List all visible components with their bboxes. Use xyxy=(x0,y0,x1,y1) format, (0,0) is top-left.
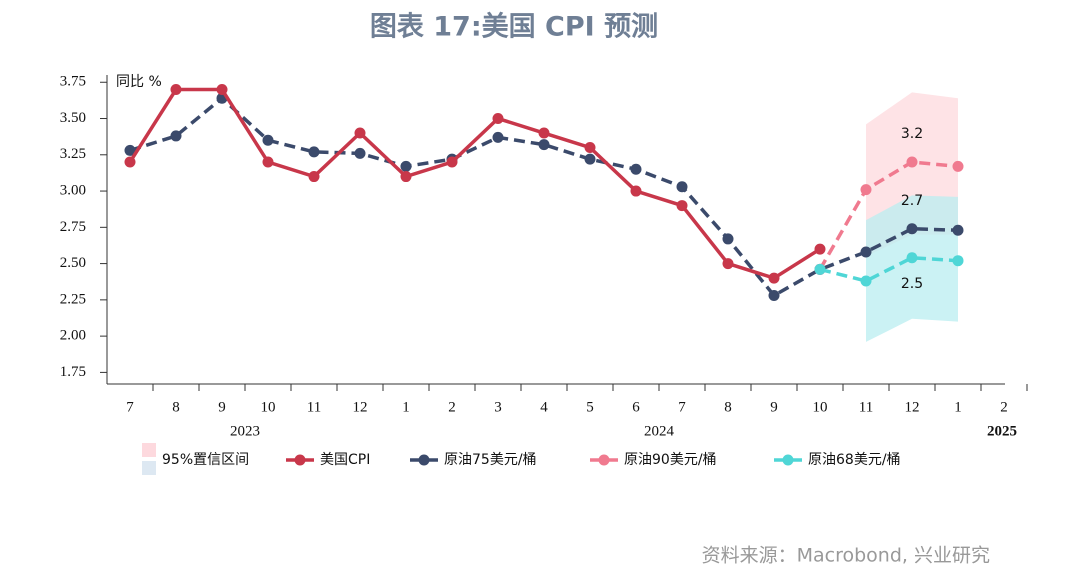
source: 资料来源：Macrobond, 兴业研究 xyxy=(702,545,990,567)
series-marker xyxy=(170,130,182,142)
series-marker xyxy=(906,252,918,264)
legend-label: 原油68美元/桶 xyxy=(808,452,901,468)
series-marker xyxy=(952,224,964,236)
y-tick-label: 3.75 xyxy=(60,74,86,90)
series-marker xyxy=(676,181,688,193)
series-marker xyxy=(584,153,596,165)
x-tick-label: 10 xyxy=(261,399,276,415)
series-marker xyxy=(722,258,734,270)
y-tick-label: 3.00 xyxy=(60,182,86,198)
y-tick-label: 2.00 xyxy=(60,328,86,344)
group-label: 2023 xyxy=(230,423,260,439)
legend-swatch xyxy=(142,443,156,457)
series-marker xyxy=(216,84,228,96)
series-marker xyxy=(860,246,872,258)
x-tick-label: 12 xyxy=(905,399,920,415)
series-marker xyxy=(906,156,918,168)
series-marker xyxy=(860,275,872,287)
y-axis-label: 同比 % xyxy=(116,74,162,90)
series-marker xyxy=(952,160,964,172)
legend-label: 原油75美元/桶 xyxy=(444,452,537,468)
series-marker xyxy=(446,156,458,168)
x-tick-label: 1 xyxy=(954,399,962,415)
x-tick-label: 3 xyxy=(494,399,502,415)
x-tick-label: 7 xyxy=(126,399,134,415)
y-tick-label: 2.75 xyxy=(60,219,86,235)
group-label: 2024 xyxy=(644,423,675,439)
legend-label: 原油90美元/桶 xyxy=(624,452,717,468)
series-marker xyxy=(768,290,780,302)
data-label: 2.5 xyxy=(901,276,923,292)
x-tick-label: 7 xyxy=(678,399,686,415)
legend-marker xyxy=(598,454,610,466)
series-marker xyxy=(538,127,550,139)
series-marker xyxy=(124,144,136,156)
series-marker xyxy=(262,134,274,146)
series-marker xyxy=(814,243,826,255)
group-label: 2025 xyxy=(987,423,1017,439)
x-tick-label: 8 xyxy=(172,399,180,415)
series-marker xyxy=(906,223,918,235)
x-tick-label: 2 xyxy=(1000,399,1008,415)
series-marker xyxy=(768,272,780,284)
series-marker xyxy=(722,233,734,245)
series-marker xyxy=(308,171,320,183)
y-tick-label: 3.50 xyxy=(60,110,86,126)
x-tick-label: 10 xyxy=(813,399,828,415)
x-tick-label: 2 xyxy=(448,399,456,415)
x-tick-label: 6 xyxy=(632,399,640,415)
legend-marker xyxy=(782,454,794,466)
series-marker xyxy=(630,185,642,197)
y-tick-label: 2.50 xyxy=(60,255,86,271)
data-label: 3.2 xyxy=(901,126,923,142)
series-marker xyxy=(400,160,412,172)
series-marker xyxy=(262,156,274,168)
x-tick-label: 5 xyxy=(586,399,594,415)
series-marker xyxy=(400,171,412,183)
x-tick-label: 9 xyxy=(218,399,226,415)
series-marker xyxy=(170,84,182,96)
series-marker xyxy=(814,263,826,275)
series-marker xyxy=(308,146,320,158)
series-marker xyxy=(124,156,136,168)
legend-swatch xyxy=(142,461,156,475)
x-tick-label: 11 xyxy=(307,399,321,415)
x-tick-label: 9 xyxy=(770,399,778,415)
series-marker xyxy=(538,139,550,151)
series-marker xyxy=(584,142,596,154)
data-label: 2.7 xyxy=(901,193,923,209)
series-line xyxy=(819,256,959,283)
series-marker xyxy=(354,147,366,159)
legend-label: 美国CPI xyxy=(320,452,370,468)
series-marker xyxy=(630,163,642,175)
y-tick-label: 1.75 xyxy=(60,364,86,380)
x-tick-label: 8 xyxy=(724,399,732,415)
x-tick-label: 12 xyxy=(353,399,368,415)
legend-label: 95%置信区间 xyxy=(162,452,249,468)
series-marker xyxy=(354,127,366,139)
x-tick-label: 4 xyxy=(540,399,548,415)
y-tick-label: 3.25 xyxy=(60,146,86,162)
legend-marker xyxy=(418,454,430,466)
series-line xyxy=(128,87,821,281)
series-marker xyxy=(676,200,688,212)
series-marker xyxy=(860,184,872,196)
confidence-band xyxy=(866,195,958,342)
chart-title: 图表 17:美国 CPI 预测 xyxy=(370,11,658,43)
legend-marker xyxy=(294,454,306,466)
x-tick-label: 11 xyxy=(859,399,873,415)
x-tick-label: 1 xyxy=(402,399,410,415)
y-tick-label: 2.25 xyxy=(60,291,86,307)
series-marker xyxy=(492,113,504,125)
series-marker xyxy=(492,131,504,143)
series-marker xyxy=(952,255,964,267)
